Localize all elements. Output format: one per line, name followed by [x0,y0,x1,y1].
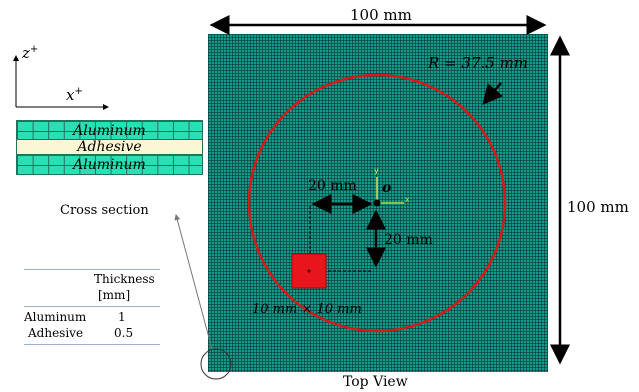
table-top-rule [24,269,160,270]
radius-label: R = 37.5 mm [428,54,529,72]
square-center-dot [307,269,311,273]
axis-triad [13,55,109,110]
local-y-label: y [374,166,379,175]
table-header-thickness: Thickness [94,272,155,286]
origin-point [373,199,381,207]
offset-x-label: 20 mm [308,178,357,194]
top-view-caption: Top View [343,374,408,390]
table-cell-material-aluminum: Aluminum [24,310,87,324]
table-cell-thickness-aluminum: 1 [118,310,126,324]
origin-label: o [382,180,392,196]
cross-section-caption: Cross section [60,203,149,218]
cross-section-layer-aluminum-top: Aluminum [16,120,203,140]
radius-pointer-arrow [482,82,503,105]
radius-circle [247,73,507,333]
table-header-unit: [mm] [98,288,131,302]
detail-leader-line [174,214,213,350]
table-cell-material-adhesive: Adhesive [28,326,84,340]
local-x-label: x [405,195,410,204]
width-label: 100 mm [350,6,412,24]
z-axis-label: z+ [22,44,39,62]
square-size-label: 10 mm × 10 mm [252,302,362,317]
cross-section-layer-aluminum-bottom: Aluminum [16,154,203,175]
offset-y-label: 20 mm [384,232,433,248]
table-cell-thickness-adhesive: 0.5 [114,326,134,340]
detail-callout-circle [200,348,232,380]
table-header-rule [24,306,160,307]
cross-section-layer-adhesive: Adhesive [16,140,203,154]
table-bottom-rule [24,344,160,345]
height-label: 100 mm [567,198,629,216]
x-axis-label: x+ [66,86,83,104]
